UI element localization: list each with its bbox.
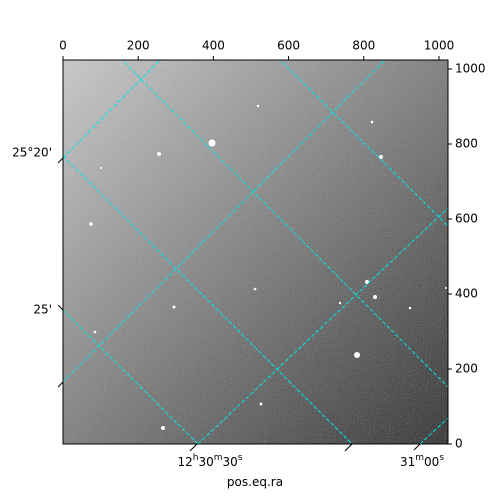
grid-line <box>63 60 161 159</box>
y-tick-label: 600 <box>455 212 478 226</box>
y-tick-label: 800 <box>455 137 478 151</box>
x-tick-label: 0 <box>59 39 67 53</box>
grid-line <box>63 60 386 383</box>
y-tick-label: 0 <box>455 437 463 451</box>
x-tick-label: 200 <box>127 39 150 53</box>
x-tick-label: 400 <box>202 39 225 53</box>
ra-tick <box>413 443 421 451</box>
ra-tick <box>344 443 353 452</box>
grid-line <box>63 309 199 444</box>
grid-line <box>419 417 448 444</box>
x-tick-label: 1000 <box>424 39 455 53</box>
x-axis-label: pos.eq.ra <box>227 475 283 489</box>
grid-line <box>121 60 448 388</box>
y-tick-label: 400 <box>455 287 478 301</box>
x-tick-label: 800 <box>352 39 375 53</box>
image <box>63 60 448 444</box>
frame <box>62 59 449 445</box>
x-tick-label: 600 <box>277 39 300 53</box>
dec-tick-label: 25°20' <box>12 146 52 160</box>
ra-tick <box>189 443 198 452</box>
coordinate-grid <box>63 60 448 444</box>
grid-line <box>197 207 448 444</box>
dec-tick <box>57 304 64 311</box>
dec-tick-label: 25' <box>33 303 52 317</box>
dec-tick <box>57 381 64 388</box>
ra-tick-label: 12h30m30s <box>177 453 242 469</box>
dec-tick <box>57 157 64 164</box>
grid-line <box>279 60 448 227</box>
y-tick-label: 1000 <box>455 62 486 76</box>
ra-tick-label: 31m00s <box>400 453 444 469</box>
y-tick-label: 200 <box>455 362 478 376</box>
grid-line <box>63 155 353 444</box>
